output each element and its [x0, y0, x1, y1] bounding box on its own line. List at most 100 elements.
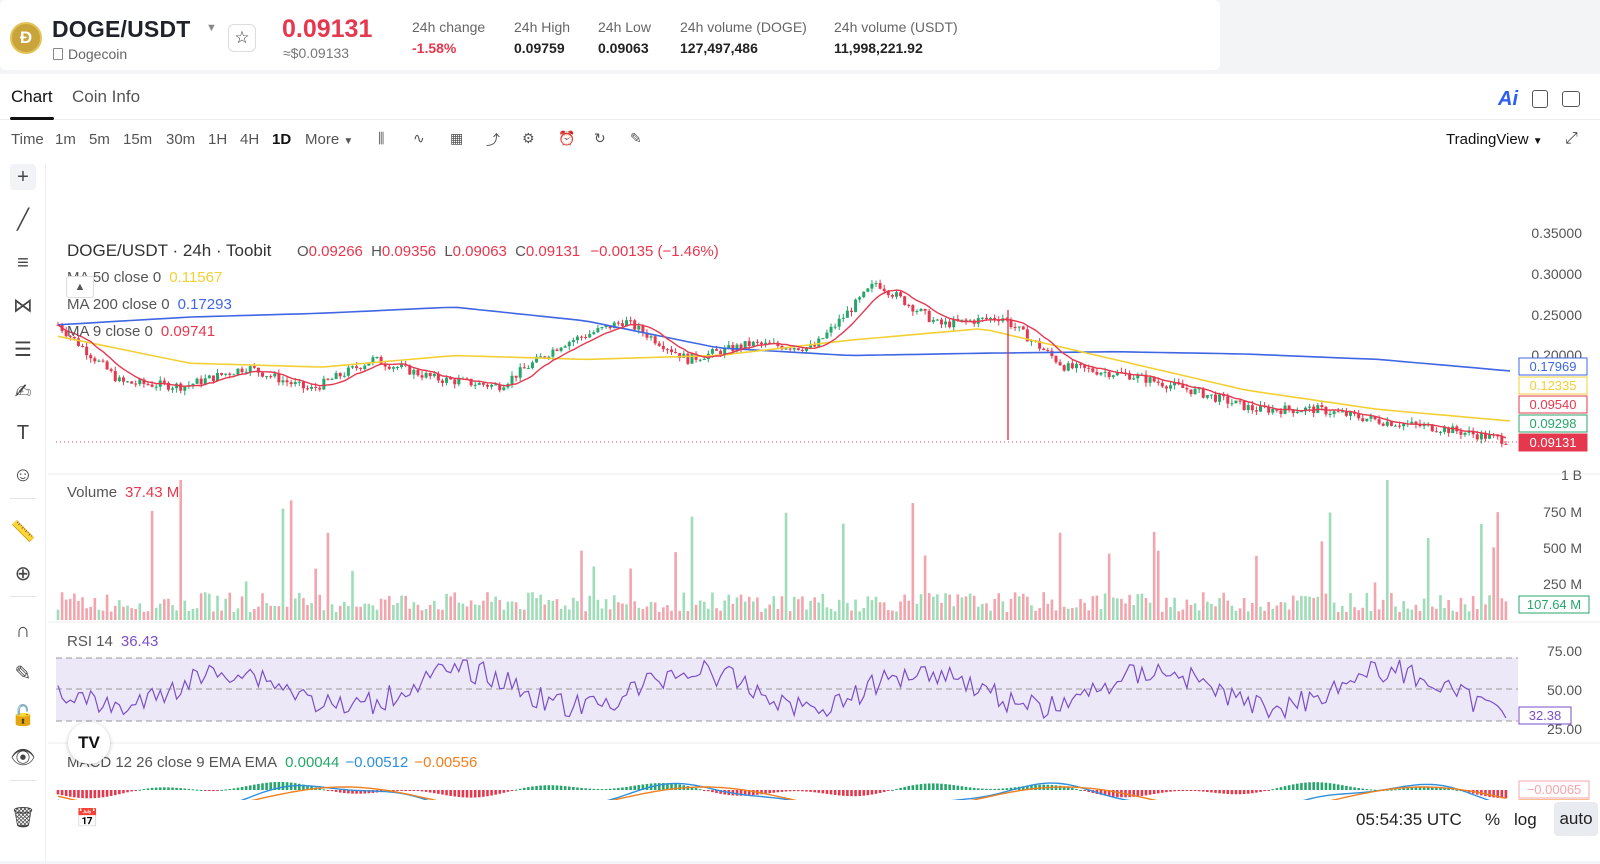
interval-4h[interactable]: 4H	[240, 131, 260, 148]
candle-body	[1475, 434, 1479, 440]
emoji-icon[interactable]: ☺	[12, 463, 34, 486]
candle-body	[678, 353, 682, 358]
view-select[interactable]: TradingView ▼	[1446, 131, 1543, 148]
volume-bar	[89, 606, 93, 620]
volume-bar	[690, 516, 694, 620]
interval-1h[interactable]: 1H	[208, 131, 228, 148]
fullscreen-icon[interactable]: ⤢	[1565, 130, 1578, 147]
price-chart[interactable]: DOGE/USDT · 24h · Toobit O0.09266 H0.093…	[0, 160, 1600, 800]
eye-icon[interactable]: 👁	[10, 746, 36, 769]
volume-bar	[392, 604, 395, 620]
utc-clock[interactable]: 05:54:35 UTC	[1356, 810, 1462, 829]
horizontal-lines-icon[interactable]: ≡	[17, 251, 29, 274]
share-icon[interactable]: ⤴	[486, 132, 500, 148]
macd-hist-bar	[931, 783, 935, 790]
screenshot-icon[interactable]: ✎	[630, 130, 642, 146]
ai-icon[interactable]: Ai	[1498, 88, 1518, 110]
candle-type-icon[interactable]: ⫼	[378, 130, 385, 146]
last-price: 0.09131	[282, 15, 373, 43]
candle-body	[162, 380, 166, 383]
volume-bar	[915, 603, 919, 620]
pair-dropdown-icon[interactable]: ▼	[206, 22, 217, 34]
volume-bar	[232, 611, 236, 620]
volume-bars	[56, 480, 1508, 620]
interval-5m[interactable]: 5m	[89, 131, 110, 148]
rsi-axis: 75.00 50.00 25.00	[1547, 643, 1582, 737]
pencil-lock-icon[interactable]: ✎	[14, 662, 32, 685]
interval-more[interactable]: More ▼	[305, 131, 353, 148]
macd-hist-bar	[788, 790, 792, 792]
volume-bar	[1152, 531, 1156, 620]
log-toggle[interactable]: log	[1514, 810, 1537, 829]
volume-bar	[1287, 609, 1291, 620]
candle-body	[1091, 368, 1095, 372]
macd-hist-bar	[490, 790, 493, 796]
macd-hist-bar	[1316, 782, 1320, 790]
volume-bar	[649, 601, 653, 620]
candle-body	[171, 388, 175, 390]
fib-icon[interactable]: ☰	[14, 338, 32, 361]
favorite-star-icon[interactable]: ☆	[228, 24, 256, 52]
settings-icon[interactable]: ⚙	[522, 130, 535, 146]
macd-hist-bar	[138, 789, 142, 791]
macd-hist-bar	[1066, 787, 1070, 790]
volume-bar	[621, 603, 624, 620]
macd-hist-bar	[629, 786, 632, 790]
macd-hist-bar	[657, 783, 661, 790]
volume-bar	[1046, 603, 1050, 620]
interval-time[interactable]: Time	[11, 131, 44, 148]
pair-title[interactable]: DOGE/USDT	[52, 16, 191, 42]
volume-bar	[825, 607, 829, 620]
stat-label: 24h Low	[598, 19, 651, 35]
axis-badge-box	[1518, 395, 1588, 414]
volume-bar	[379, 598, 383, 620]
macd-hist-bar	[645, 783, 649, 790]
lock-icon[interactable]: 🔓	[10, 704, 36, 727]
grid-layout-icon[interactable]: ▦	[450, 130, 464, 146]
indicators-icon[interactable]: ∿	[413, 130, 425, 146]
crosshair-icon[interactable]: +	[10, 164, 36, 190]
replay-icon[interactable]: ↻	[594, 130, 606, 146]
text-icon[interactable]: T	[16, 421, 30, 444]
tab-coin-info[interactable]: Coin Info	[72, 87, 141, 106]
interval-15m[interactable]: 15m	[123, 131, 153, 148]
collapse-legend-icon[interactable]: ▲	[66, 276, 94, 298]
calendar-icon[interactable]: 📅	[76, 808, 99, 828]
macd-hist-bar	[1021, 786, 1025, 790]
interval-1m[interactable]: 1m	[55, 131, 76, 148]
orderbook-icon[interactable]	[1532, 90, 1548, 108]
candle-body	[379, 356, 383, 365]
macd-hist-bar	[1357, 787, 1360, 790]
candle-body	[220, 372, 224, 375]
trendline-icon[interactable]: ╱	[16, 208, 30, 231]
volume-bar	[1222, 592, 1225, 620]
volume-bar	[931, 596, 935, 620]
tradingview-logo[interactable]: TV	[68, 722, 110, 764]
volume-bar	[314, 568, 317, 620]
brush-icon[interactable]: ✍	[14, 380, 32, 403]
magnet-icon[interactable]: ∩	[15, 619, 31, 642]
macd-hist-bar	[1246, 790, 1250, 794]
macd-hist-bar	[592, 788, 596, 790]
auto-toggle[interactable]: auto	[1554, 802, 1598, 836]
interval-30m[interactable]: 30m	[166, 131, 196, 148]
stat-value: 0.09063	[598, 40, 649, 56]
candle-body	[723, 347, 727, 355]
trash-icon[interactable]: 🗑	[10, 806, 36, 829]
volume-bar	[539, 594, 542, 620]
price-tick: 0.35000	[1531, 225, 1582, 241]
volume-bar	[604, 599, 608, 620]
zoom-icon[interactable]: ⊕	[14, 562, 32, 585]
volume-bar	[1418, 610, 1422, 620]
ruler-icon[interactable]: 📏	[10, 520, 36, 543]
interval-1d[interactable]: 1D	[272, 131, 292, 148]
coin-subname[interactable]: Dogecoin	[53, 46, 127, 62]
layout-icon[interactable]	[1562, 91, 1580, 107]
volume-bar	[105, 594, 109, 620]
candle-body	[625, 320, 629, 327]
pattern-icon[interactable]: ⋈	[13, 294, 33, 317]
alert-icon[interactable]: ⏰	[558, 130, 576, 146]
tab-chart[interactable]: Chart	[11, 87, 53, 106]
candle-body	[314, 386, 318, 388]
percent-toggle[interactable]: %	[1485, 810, 1501, 829]
